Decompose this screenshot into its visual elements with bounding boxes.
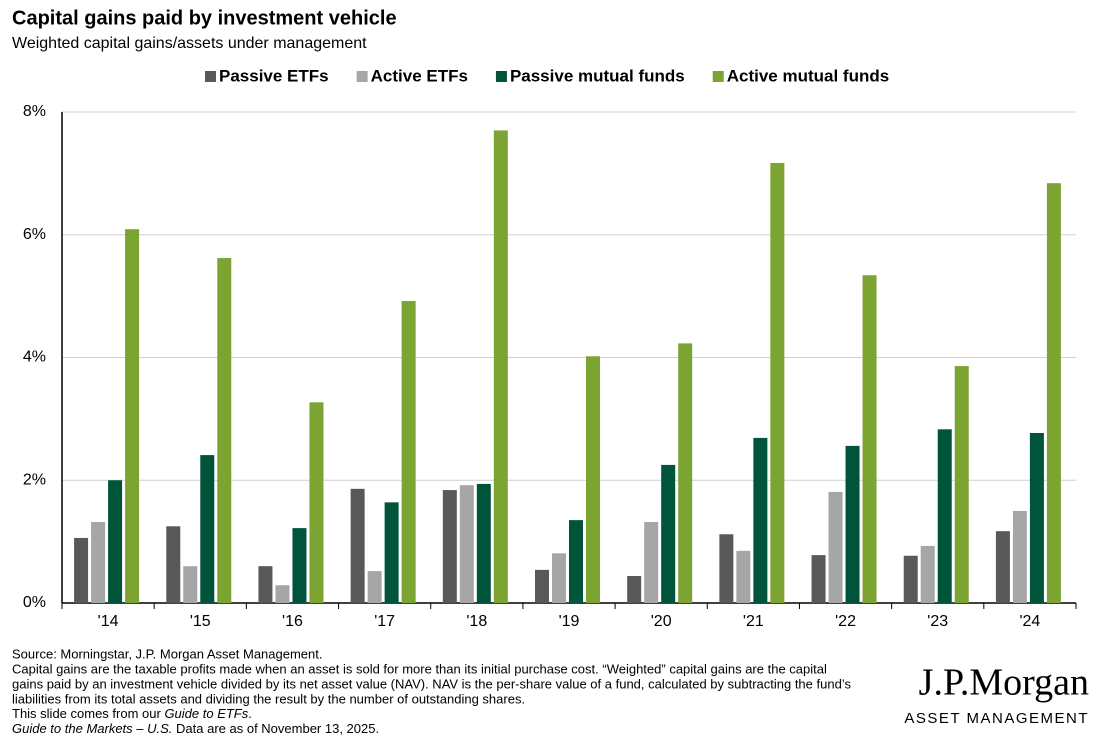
legend-label: Active ETFs [371,66,468,85]
bar [736,550,751,603]
bar [678,343,693,603]
bar [1046,183,1061,603]
bar [535,569,549,603]
legend-label: Passive mutual funds [510,66,685,85]
bar [493,130,508,603]
x-tick-label: '21 [743,613,764,630]
x-tick-label: '24 [1019,613,1040,630]
x-tick-label: '16 [282,613,303,630]
bar [845,445,860,603]
source-note: Source: Morningstar, J.P. Morgan Asset M… [12,646,322,661]
note-text: Data are as of November 13, 2025. [172,721,379,736]
bar [995,531,1010,603]
x-tick-label: '23 [927,613,948,630]
x-tick-label: '20 [651,613,672,630]
bar [401,301,416,603]
legend-swatch [205,71,216,82]
legend-label: Passive ETFs [219,66,329,85]
bar [459,485,474,603]
bar [937,429,952,603]
x-tick-label: '22 [835,613,856,630]
y-tick-label: 4% [23,349,46,366]
logo-tagline: ASSET MANAGEMENT [904,710,1089,727]
bar [903,555,918,603]
note-text: Guide to the Markets – U.S. [12,721,172,736]
y-tick-label: 6% [23,226,46,243]
bar [476,483,491,603]
bar [74,537,89,603]
x-tick-label: '15 [190,613,211,630]
y-tick-label: 0% [23,594,46,611]
bar [828,491,843,603]
bar [920,545,935,603]
bar [586,356,600,603]
x-tick-label: '17 [374,613,395,630]
bar [1029,432,1044,603]
note-text: This slide comes from our [12,706,164,721]
bar [862,275,877,603]
legend-swatch [712,71,724,82]
bar [166,526,181,603]
bar [91,521,106,603]
bar [350,488,365,603]
note-text: . [248,706,252,721]
legend: Passive ETFs Active ETFs Passive mutual fu… [205,66,889,85]
legend-swatch [356,71,368,82]
bar [183,566,198,603]
bar [258,566,273,603]
legend-label: Active mutual funds [727,66,889,85]
x-tick-label: '18 [466,613,487,630]
bar [569,520,583,603]
bar [644,521,659,603]
logo: J.P.Morgan [919,662,1089,704]
bar [442,490,457,603]
legend-swatch [495,71,507,82]
chart-subtitle: Weighted capital gains/assets under mana… [12,35,367,52]
bar [125,229,140,603]
bar [309,402,324,603]
bar [292,528,307,603]
definition-note: liabilities from its total assets and di… [12,691,525,706]
x-tick-label: '14 [98,613,119,630]
bar [384,502,399,603]
chart-title: Capital gains paid by investment vehicle [12,7,397,29]
definition-note: gains paid by an investment vehicle divi… [12,676,851,691]
bar [954,366,969,603]
bar [217,258,232,603]
y-tick-label: 8% [23,103,46,120]
x-tick-label: '19 [559,613,580,630]
data-note: Guide to the Markets – U.S. Data are as … [12,721,379,736]
bar [753,437,768,603]
slide-note: This slide comes from our Guide to ETFs. [12,706,252,721]
bar [200,455,215,603]
bar [627,575,642,603]
y-tick-label: 2% [23,471,46,488]
bar [275,585,290,603]
bar [811,555,826,603]
bar [1012,510,1027,603]
bar [661,464,676,603]
bar [719,534,734,603]
definition-note: Capital gains are the taxable profits ma… [12,661,827,676]
bar [108,480,123,603]
note-text: Guide to ETFs [164,706,248,721]
bar [552,553,566,603]
bar [770,162,785,603]
bar [367,571,382,603]
